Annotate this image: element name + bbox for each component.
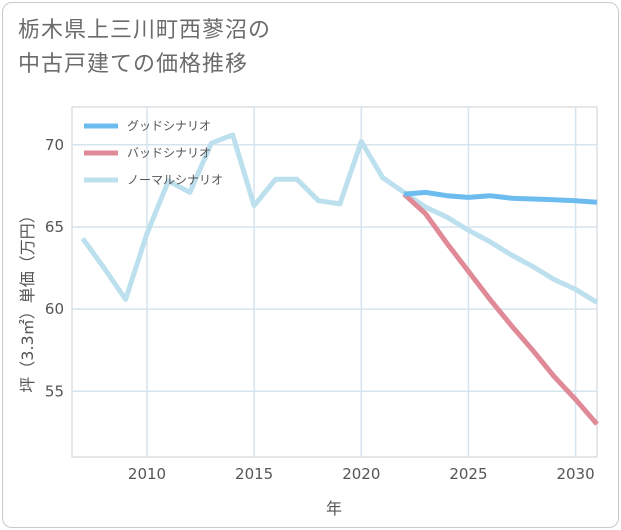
- series-line-1: [402, 192, 599, 426]
- y-tick-labels: 55 60 65 70: [45, 136, 64, 400]
- x-tick-labels: 2010 2015 2020 2025 2030: [128, 465, 595, 483]
- series-line-2: [80, 132, 599, 305]
- y-tick-label: 70: [45, 136, 64, 154]
- plot-area: [71, 106, 598, 458]
- title-line-2: 中古戸建ての価格推移: [18, 52, 249, 77]
- grid-lines: [72, 107, 597, 457]
- y-axis-title: 坪（3.3㎡）単価（万円）: [18, 207, 37, 392]
- legend-label: バッドシナリオ: [127, 146, 211, 160]
- y-tick-label: 60: [45, 300, 64, 318]
- x-axis-title: 年: [326, 499, 342, 518]
- chart-title: 栃木県上三川町西蓼沼の 中古戸建ての価格推移: [18, 14, 578, 82]
- x-tick-label: 2010: [128, 465, 166, 483]
- title-line-1: 栃木県上三川町西蓼沼の: [18, 18, 272, 43]
- y-tick-label: 55: [45, 382, 64, 400]
- series-lines: [80, 132, 599, 426]
- series-line-0: [403, 189, 598, 205]
- x-tick-label: 2015: [235, 465, 273, 483]
- y-tick-label: 65: [45, 218, 64, 236]
- legend-label: ノーマルシナリオ: [127, 173, 223, 187]
- x-tick-label: 2030: [556, 465, 594, 483]
- x-tick-label: 2020: [342, 465, 380, 483]
- legend-label: グッドシナリオ: [127, 119, 211, 133]
- x-tick-label: 2025: [449, 465, 487, 483]
